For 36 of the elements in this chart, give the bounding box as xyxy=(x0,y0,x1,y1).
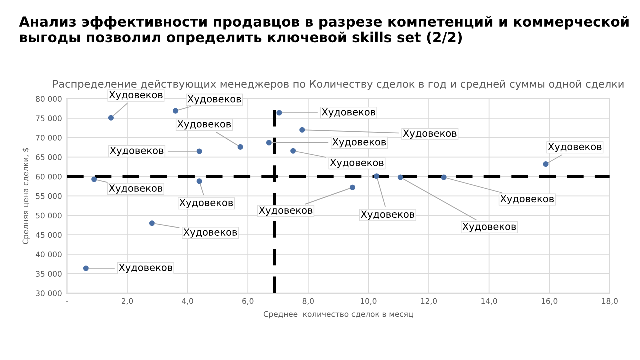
annotation: Худовеков xyxy=(332,138,386,148)
point xyxy=(543,162,549,168)
annotation: Худовеков xyxy=(180,199,234,208)
annotation: Худовеков xyxy=(322,108,376,118)
annotation: Худовеков xyxy=(361,210,415,220)
point xyxy=(149,220,156,226)
annotation: Худовеков xyxy=(403,130,457,139)
point xyxy=(238,144,244,150)
annotation: Худовеков xyxy=(110,147,164,156)
point xyxy=(172,108,179,114)
annotation: Худовеков xyxy=(109,91,163,101)
point xyxy=(374,174,380,180)
point xyxy=(441,174,447,180)
annotation: Худовеков xyxy=(259,206,313,216)
point xyxy=(196,178,202,184)
point xyxy=(266,140,272,146)
annotation: Худовеков xyxy=(462,223,516,232)
point xyxy=(350,184,356,190)
annotation: Худовеков xyxy=(119,264,173,274)
point xyxy=(108,115,114,121)
annotation: Худовеков xyxy=(109,184,163,194)
point xyxy=(196,148,202,154)
annotation: Худовеков xyxy=(184,228,238,238)
point xyxy=(398,174,404,180)
point xyxy=(276,110,282,116)
point xyxy=(92,176,98,182)
annotation: Худовеков xyxy=(188,96,242,105)
chart-title: Анализ эффективности продавцов в разрезе компетенций и коммерческой выгоды позволил определить ключевой skills set (2/2) xyxy=(19,16,629,46)
annotation: Худовеков xyxy=(500,195,554,204)
annotation: Худовеков xyxy=(330,159,384,168)
chart-subtitle: Распределение действующих менеджеров по Количеству сделок в год и средней суммы одной сделки xyxy=(53,80,624,90)
point xyxy=(300,127,306,133)
annotation: Худовеков xyxy=(178,120,232,130)
point xyxy=(290,148,296,154)
point xyxy=(83,266,89,272)
annotation: Худовеков xyxy=(548,143,602,152)
